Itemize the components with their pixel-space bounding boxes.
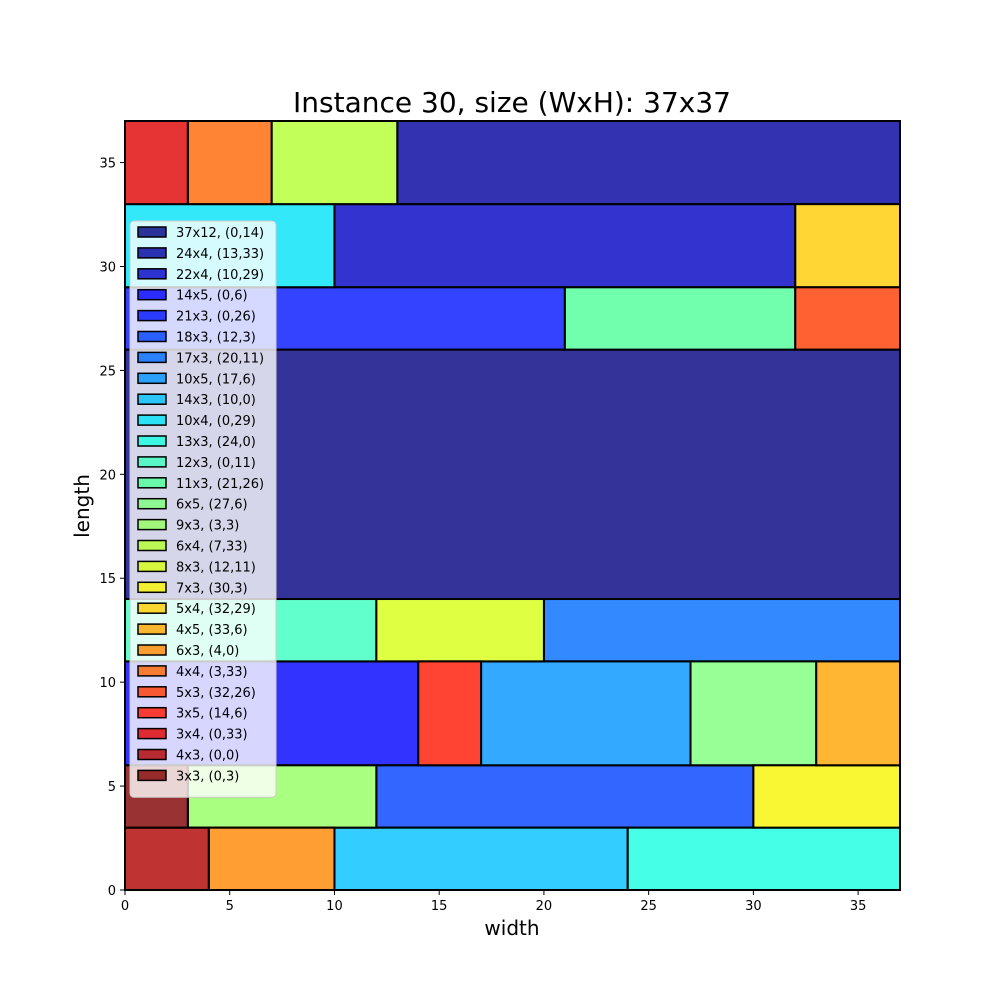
packed-rectangle-24	[417, 660, 483, 767]
legend-entry-label: 8x3, (12,11)	[176, 560, 256, 575]
legend-entry-label: 5x3, (32,26)	[176, 686, 256, 701]
y-tick-label: 0	[108, 884, 116, 899]
legend-swatch	[137, 309, 167, 322]
legend-entry-label: 10x5, (17,6)	[176, 372, 256, 387]
x-tick-label: 25	[640, 899, 657, 914]
packed-rectangle-3	[333, 203, 797, 289]
packed-rectangle-17	[375, 598, 545, 663]
legend-entry-label: 7x3, (30,3)	[176, 581, 248, 596]
legend-entry-label: 4x3, (0,0)	[176, 749, 239, 764]
packed-rectangle-6	[375, 764, 755, 829]
legend-swatch	[137, 539, 167, 552]
legend-swatch	[137, 247, 167, 259]
packed-rectangle-13	[563, 286, 797, 351]
packed-rectangle-14	[689, 660, 818, 767]
legend-swatch	[137, 518, 167, 531]
packed-rectangle-23	[794, 286, 901, 351]
legend-swatch	[137, 477, 167, 489]
legend-swatch	[137, 665, 167, 677]
x-tick-label: 30	[745, 899, 762, 914]
y-axis-label: length	[70, 474, 94, 538]
packed-rectangle-25	[124, 120, 189, 206]
packed-rectangle-8	[480, 660, 692, 767]
y-tick-label: 25	[99, 364, 116, 379]
legend-entry-label: 3x3, (0,3)	[176, 769, 239, 784]
packed-rectangle-16	[270, 120, 399, 206]
y-tick-label: 5	[108, 780, 116, 795]
legend-entry-label: 5x4, (32,29)	[176, 602, 256, 617]
y-tick-label: 35	[99, 157, 116, 172]
legend-entry-label: 9x3, (3,3)	[176, 519, 239, 534]
legend-entry-label: 3x5, (14,6)	[176, 707, 248, 722]
x-tick-label: 5	[226, 899, 234, 914]
legend-entry-label: 24x4, (13,33)	[176, 247, 264, 262]
legend-entry-label: 17x3, (20,11)	[176, 351, 264, 366]
legend-swatch	[137, 497, 167, 510]
x-tick-label: 20	[536, 899, 553, 914]
legend-swatch	[137, 581, 167, 594]
x-tick-label: 0	[121, 899, 129, 914]
legend-entry-label: 12x3, (0,11)	[176, 456, 256, 471]
packed-rectangle-21	[207, 826, 336, 891]
legend-entry-label: 13x3, (24,0)	[176, 435, 256, 450]
legend-entry-label: 21x3, (0,26)	[176, 310, 256, 325]
legend-entry-label: 6x4, (7,33)	[176, 540, 248, 555]
axes-layer: 0 5 10 15 20 25 30 35 0 5 10 15 20 25 30 35	[99, 120, 901, 914]
x-axis-label: width	[484, 916, 539, 940]
legend-swatch	[137, 602, 167, 614]
legend-swatch	[137, 706, 167, 719]
packed-rectangle-20	[815, 660, 901, 767]
y-tick-label: 15	[99, 572, 116, 587]
y-tick-label: 30	[99, 260, 116, 275]
packed-rectangle-18	[752, 764, 901, 829]
legend-entry-label: 3x4, (0,33)	[176, 728, 248, 743]
packed-rectangle-22	[186, 120, 273, 206]
legend: 37x12, (0,14) 24x4, (13,33) 22x4, (10,29) 1…	[129, 220, 277, 798]
legend-entry-label: 10x4, (0,29)	[176, 414, 256, 429]
legend-swatch	[137, 560, 167, 573]
legend-swatch	[137, 623, 167, 635]
legend-swatch	[137, 393, 167, 405]
legend-swatch	[137, 456, 167, 468]
legend-entry-label: 11x3, (21,26)	[176, 477, 264, 492]
legend-swatch	[137, 644, 167, 656]
legend-swatch	[137, 414, 167, 426]
packed-rectangle-11	[626, 826, 901, 891]
legend-swatch	[137, 435, 167, 447]
legend-entry-label: 4x4, (3,33)	[176, 665, 248, 680]
legend-entry-label: 22x4, (10,29)	[176, 268, 264, 283]
chart-title: Instance 30, size (WxH): 37x37	[293, 86, 731, 119]
y-tick-label: 10	[99, 676, 116, 691]
packed-rectangle-7	[542, 598, 902, 663]
packed-rectangle-26	[124, 826, 210, 891]
legend-entry-label: 37x12, (0,14)	[176, 226, 264, 241]
x-tick-label: 10	[326, 899, 343, 914]
legend-swatch	[137, 330, 167, 343]
y-tick-label: 20	[99, 468, 116, 483]
legend-swatch	[137, 226, 167, 238]
x-tick-label: 15	[431, 899, 448, 914]
legend-swatch	[137, 769, 167, 782]
x-tick-label: 35	[850, 899, 867, 914]
legend-entry-label: 4x5, (33,6)	[176, 623, 248, 638]
legend-entry-label: 6x3, (4,0)	[176, 644, 239, 659]
legend-entry-label: 14x3, (10,0)	[176, 393, 256, 408]
legend-swatch	[137, 288, 167, 301]
legend-entry-label: 18x3, (12,3)	[176, 331, 256, 346]
legend-swatch	[137, 748, 167, 761]
legend-swatch	[137, 351, 167, 364]
legend-swatch	[137, 727, 167, 740]
legend-entry-label: 14x5, (0,6)	[176, 289, 248, 304]
plot-frame	[124, 120, 901, 891]
packed-rectangle-9	[333, 826, 629, 891]
legend-swatch	[137, 372, 167, 385]
packed-rectangle-2	[396, 120, 901, 206]
legend-entry-label: 6x5, (27,6)	[176, 498, 248, 513]
legend-swatch	[137, 268, 167, 280]
packed-rectangle-19	[794, 203, 901, 289]
legend-swatch	[137, 686, 167, 698]
